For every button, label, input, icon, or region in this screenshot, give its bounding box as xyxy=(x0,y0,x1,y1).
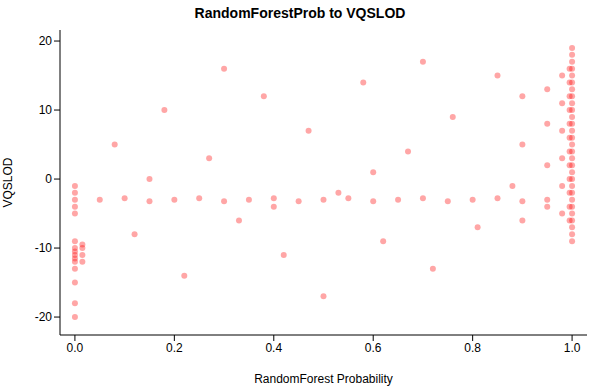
svg-text:0.4: 0.4 xyxy=(265,341,282,355)
svg-text:VQSLOD: VQSLOD xyxy=(8,157,15,207)
svg-text:1.0: 1.0 xyxy=(564,341,581,355)
svg-text:0.6: 0.6 xyxy=(365,341,382,355)
svg-text:10: 10 xyxy=(39,103,53,117)
svg-text:RandomForest Probability: RandomForest Probability xyxy=(254,372,393,386)
svg-text:-20: -20 xyxy=(35,310,53,324)
svg-text:20: 20 xyxy=(39,34,53,48)
html-text:RandomForestProb to VQSLOD: RandomForestProb to VQSLOD xyxy=(194,5,406,21)
svg-text:0: 0 xyxy=(45,172,52,186)
svg-text:0.2: 0.2 xyxy=(166,341,183,355)
svg-text:0.0: 0.0 xyxy=(67,341,84,355)
svg-text:0.8: 0.8 xyxy=(464,341,481,355)
svg-text:-10: -10 xyxy=(35,241,53,255)
